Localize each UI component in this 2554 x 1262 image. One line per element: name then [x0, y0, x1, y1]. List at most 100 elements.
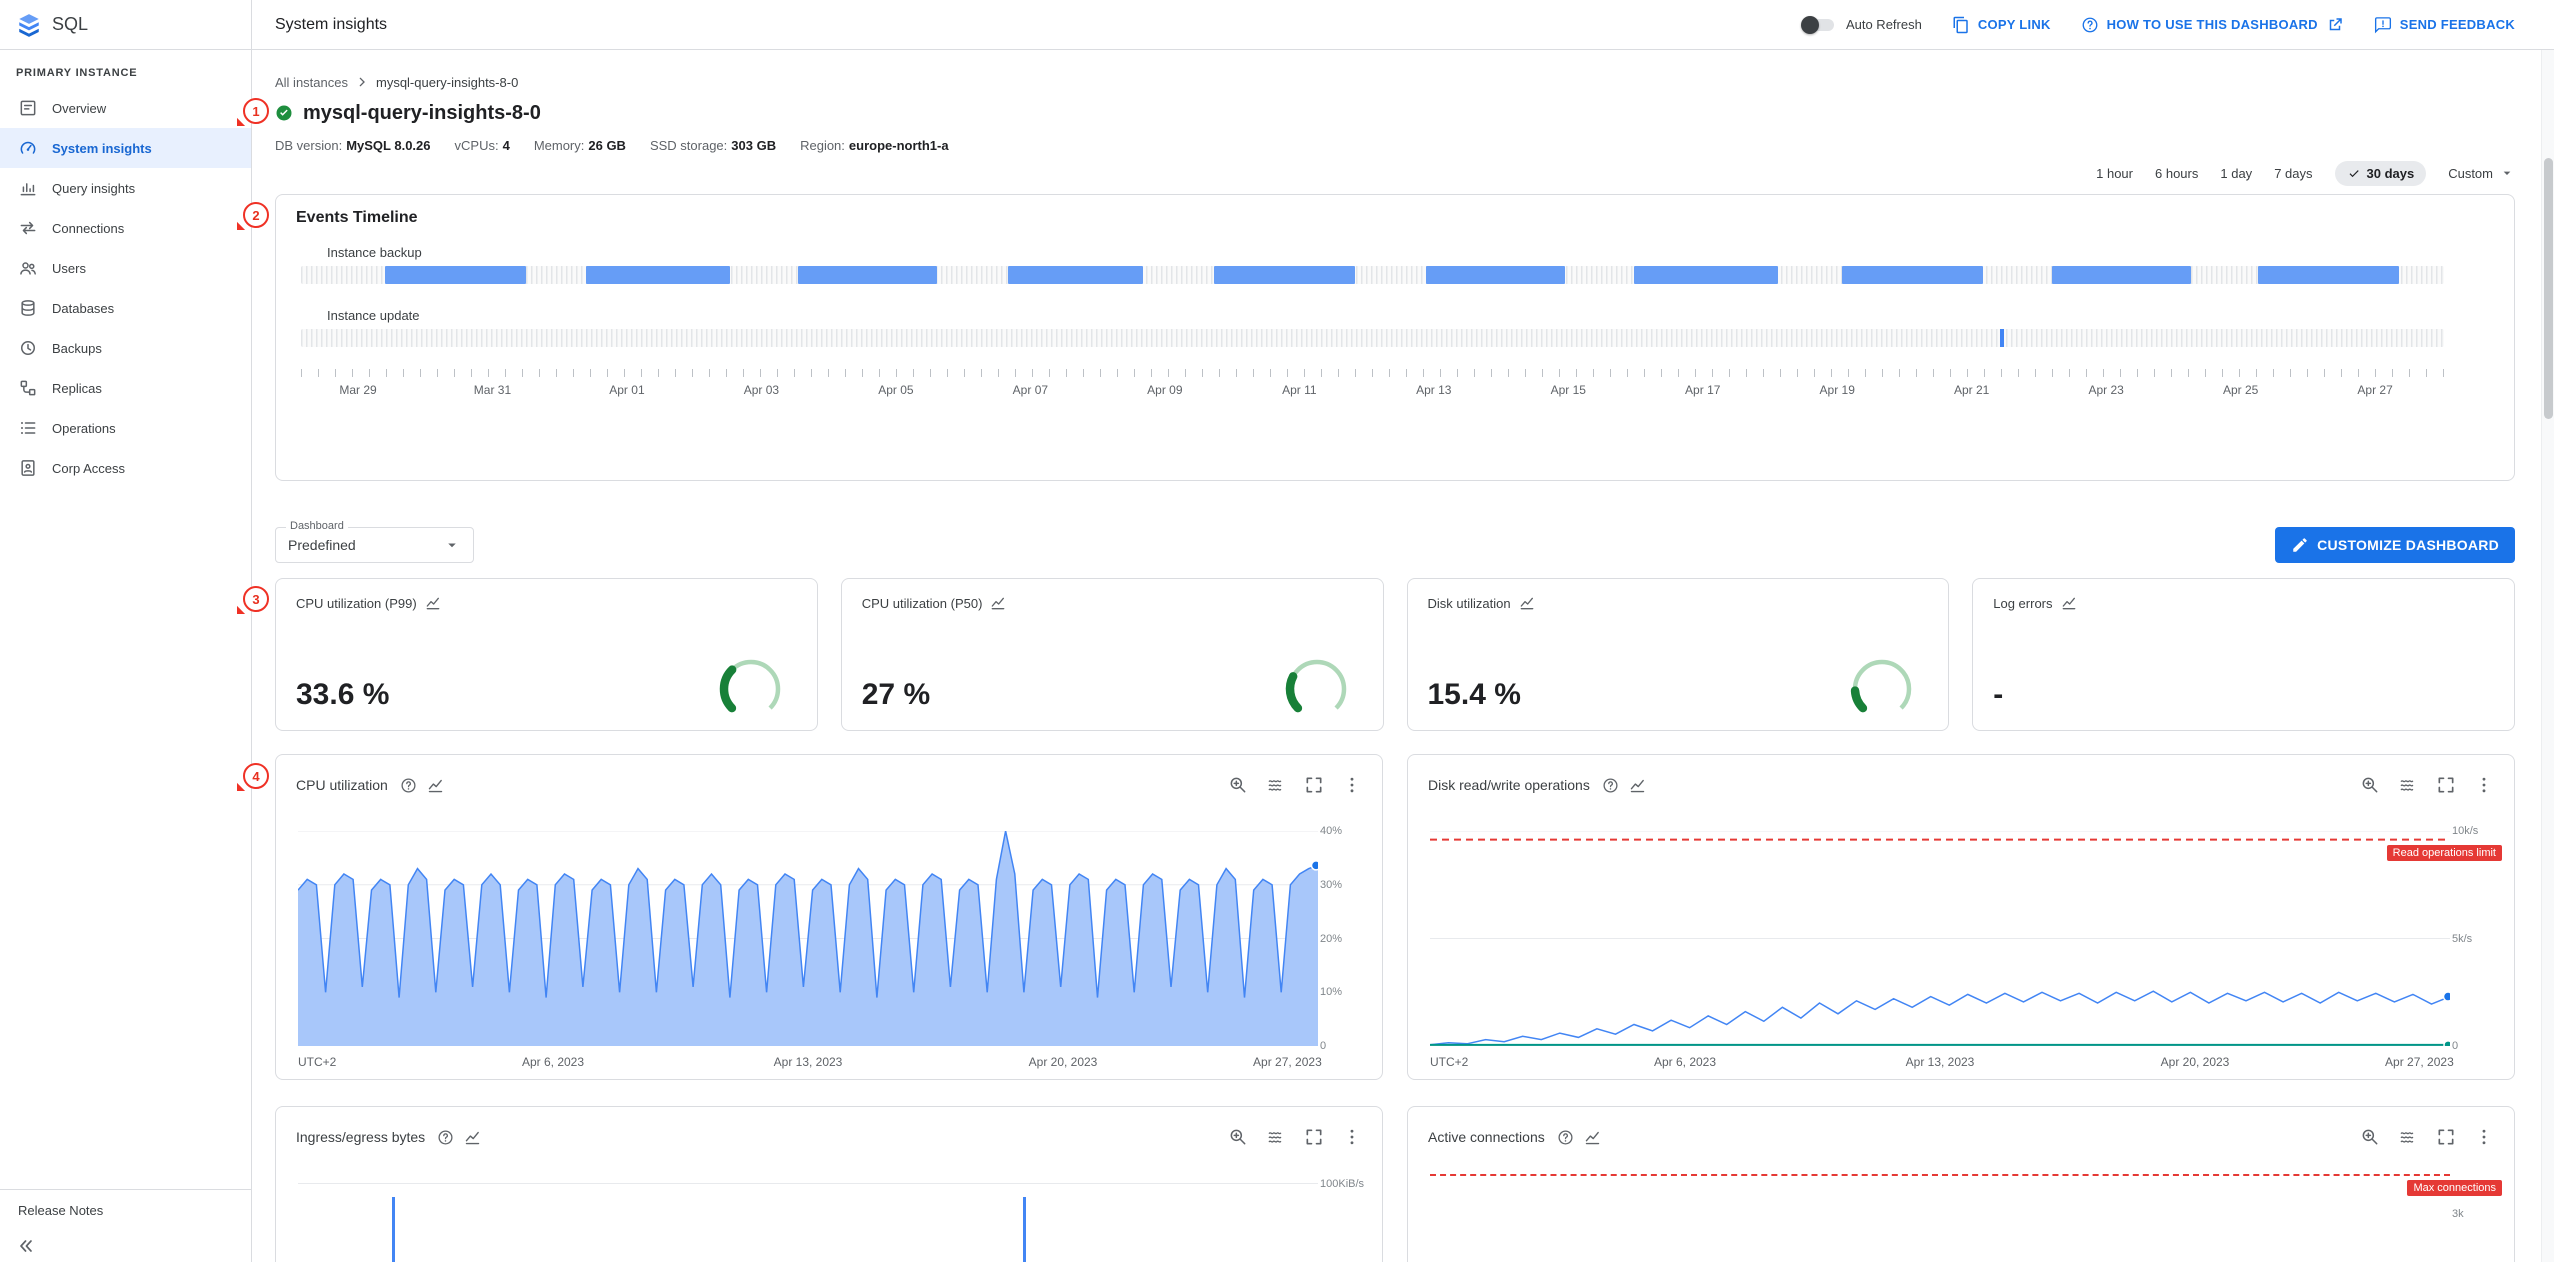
instance-title: mysql-query-insights-8-0	[303, 101, 541, 124]
system-insights-icon	[18, 138, 38, 158]
help-icon[interactable]	[1602, 777, 1619, 794]
sidebar-item-overview[interactable]: Overview	[0, 88, 251, 128]
timeline-axis-ticks	[301, 369, 2444, 377]
timeline-track-update	[301, 329, 2444, 347]
topbar-actions: Auto Refresh COPY LINK HOW TO USE THIS D…	[1800, 15, 2515, 34]
status-healthy-icon	[276, 105, 292, 121]
metric-card-cpu-utilization-p99-: CPU utilization (P99) 33.6 %	[275, 578, 818, 731]
timeline-row-label-backup: Instance backup	[327, 245, 422, 260]
events-timeline-title: Events Timeline	[296, 209, 418, 226]
backup-event-bar[interactable]	[798, 266, 938, 284]
time-range-option-1-day[interactable]: 1 day	[2220, 165, 2253, 181]
auto-refresh-control: Auto Refresh	[1800, 15, 1922, 34]
timeline-axis-label: Apr 03	[743, 383, 780, 397]
charts-grid: CPU utilization	[275, 754, 2515, 1262]
scrollbar-thumb[interactable]	[2544, 158, 2553, 419]
overview-icon	[18, 98, 38, 118]
connections-icon	[18, 218, 38, 238]
sidebar-item-connections[interactable]: Connections	[0, 208, 251, 248]
help-icon[interactable]	[1557, 1129, 1574, 1146]
smoothing-icon[interactable]	[1266, 775, 1286, 795]
vertical-scrollbar	[2541, 50, 2554, 1262]
auto-refresh-toggle[interactable]	[1800, 15, 1834, 34]
timeline-axis-label: Apr 11	[1282, 383, 1317, 397]
sidebar-item-query-insights[interactable]: Query insights	[0, 168, 251, 208]
send-feedback-button[interactable]: SEND FEEDBACK	[2374, 16, 2515, 34]
dashboard-select-label: Dashboard	[286, 520, 348, 532]
sidebar-item-databases[interactable]: Databases	[0, 288, 251, 328]
zoom-in-icon[interactable]	[1228, 1127, 1248, 1147]
time-range-custom[interactable]: Custom	[2448, 165, 2515, 181]
sidebar-nav: Overview System insights Query insights …	[0, 88, 251, 1189]
zoom-in-icon[interactable]	[2360, 1127, 2380, 1147]
annotation-marker-3: 3	[243, 586, 269, 612]
backup-event-bar[interactable]	[2051, 266, 2192, 284]
timeline-axis-label: Apr 01	[609, 383, 645, 397]
breadcrumb-all-instances[interactable]: All instances	[275, 74, 348, 90]
instance-meta-region-: Region: europe-north1-a	[800, 138, 949, 153]
feedback-icon	[2374, 16, 2391, 33]
backup-event-bar[interactable]	[1213, 266, 1356, 284]
breadcrumb: All instances mysql-query-insights-8-0	[275, 74, 2515, 90]
sidebar-item-system-insights[interactable]: System insights	[0, 128, 251, 168]
toggle-knob	[1800, 15, 1819, 34]
help-icon[interactable]	[437, 1129, 454, 1146]
more-options-icon[interactable]	[2474, 775, 2494, 795]
chart-plot	[1430, 1183, 2450, 1262]
zoom-in-icon[interactable]	[1228, 775, 1248, 795]
how-to-use-dashboard-button[interactable]: HOW TO USE THIS DASHBOARD	[2081, 16, 2344, 34]
backup-event-bar[interactable]	[1633, 266, 1778, 284]
copy-link-button[interactable]: COPY LINK	[1952, 16, 2051, 34]
page-title: System insights	[275, 15, 388, 33]
metric-title: CPU utilization (P50)	[861, 595, 983, 611]
fullscreen-icon[interactable]	[2436, 1127, 2456, 1147]
fullscreen-icon[interactable]	[1304, 775, 1324, 795]
metric-cards-row: CPU utilization (P99) 33.6 % CPU utiliza…	[275, 578, 2515, 731]
instance-header: mysql-query-insights-8-0	[275, 100, 2515, 126]
more-options-icon[interactable]	[2474, 1127, 2494, 1147]
more-options-icon[interactable]	[1342, 1127, 1362, 1147]
sidebar-section-label: PRIMARY INSTANCE	[16, 67, 138, 79]
sidebar-item-replicas[interactable]: Replicas	[0, 368, 251, 408]
chart-plot	[298, 1183, 1318, 1262]
sidebar-item-users[interactable]: Users	[0, 248, 251, 288]
customize-dashboard-button[interactable]: CUSTOMIZE DASHBOARD	[2275, 527, 2515, 563]
smoothing-icon[interactable]	[2398, 775, 2418, 795]
backup-event-bar[interactable]	[1008, 266, 1144, 284]
sidebar-item-release-notes[interactable]: Release Notes	[18, 1202, 104, 1218]
backup-event-bar[interactable]	[384, 266, 526, 284]
timeline-axis-label: Apr 13	[1416, 383, 1452, 397]
time-range-option-30-days[interactable]: 30 days	[2334, 160, 2427, 186]
annotation-marker-2: 2	[243, 202, 269, 228]
databases-icon	[18, 298, 38, 318]
smoothing-icon[interactable]	[2398, 1127, 2418, 1147]
backup-event-bar[interactable]	[2257, 266, 2399, 284]
dashboard-select[interactable]: Dashboard Predefined	[275, 520, 474, 563]
limit-badge: Read operations limit	[2386, 844, 2502, 861]
trend-chart-icon	[1584, 1129, 1601, 1146]
zoom-in-icon[interactable]	[2360, 775, 2380, 795]
sidebar-item-corp-access[interactable]: Corp Access	[0, 448, 251, 488]
time-range-option-6-hours[interactable]: 6 hours	[2155, 165, 2199, 181]
backup-event-bar[interactable]	[586, 266, 730, 284]
sidebar: SQL PRIMARY INSTANCE Overview System ins…	[0, 0, 252, 1262]
fullscreen-icon[interactable]	[1304, 1127, 1324, 1147]
collapse-sidebar-button[interactable]	[0, 1230, 251, 1262]
time-range-option-1-hour[interactable]: 1 hour	[2096, 165, 2133, 181]
backup-event-bar[interactable]	[1426, 266, 1566, 284]
time-range-option-7-days[interactable]: 7 days	[2274, 165, 2313, 181]
backup-event-bar[interactable]	[1841, 266, 1984, 284]
pencil-icon	[2293, 538, 2307, 552]
instance-meta-memory-: Memory: 26 GB	[533, 138, 626, 153]
chart-plot	[1430, 831, 2450, 1046]
more-options-icon[interactable]	[1342, 775, 1362, 795]
smoothing-icon[interactable]	[1266, 1127, 1286, 1147]
backups-icon	[18, 338, 38, 358]
sidebar-item-operations[interactable]: Operations	[0, 408, 251, 448]
trend-chart-icon	[425, 595, 441, 611]
timeline-axis-label: Apr 27	[2357, 383, 2393, 397]
update-event-tick[interactable]	[2000, 329, 2005, 347]
sidebar-item-backups[interactable]: Backups	[0, 328, 251, 368]
fullscreen-icon[interactable]	[2436, 775, 2456, 795]
help-icon[interactable]	[400, 777, 417, 794]
